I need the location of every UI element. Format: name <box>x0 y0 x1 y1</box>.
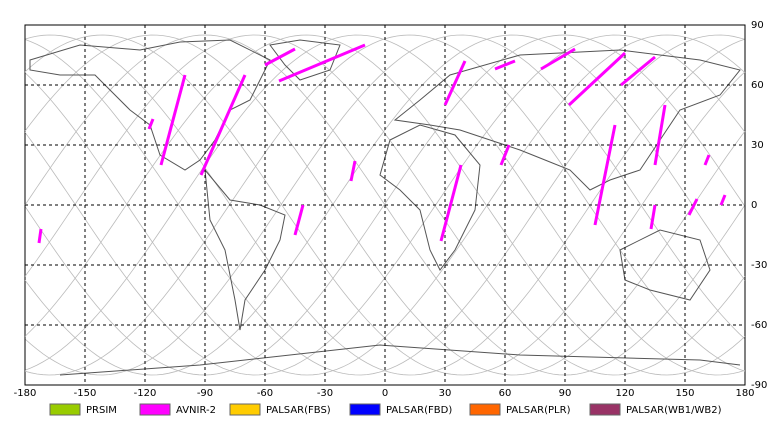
coastlines <box>29 39 741 376</box>
observation-track <box>567 51 627 107</box>
legend: PRSIM AVNIR-2 PALSAR(FBS) PALSAR(FBD) PALSAR… <box>49 403 722 416</box>
orbit <box>24 34 746 376</box>
y-tick-label: 30 <box>751 140 764 151</box>
legend-swatch <box>49 403 81 416</box>
y-tick-label: 90 <box>751 20 764 31</box>
x-tick-label: -120 <box>134 388 157 399</box>
y-tick-label: -90 <box>751 380 767 391</box>
observation-track <box>620 55 656 87</box>
legend-label: PRSIM <box>86 405 117 416</box>
legend-label: AVNIR-2 <box>176 405 216 416</box>
observation-track <box>37 228 43 244</box>
observation-track <box>540 47 576 71</box>
x-tick-label: 60 <box>499 388 512 399</box>
observation-track <box>264 47 296 67</box>
y-tick-label: 60 <box>751 80 764 91</box>
observation-track <box>349 160 357 182</box>
x-tick-label: -60 <box>257 388 273 399</box>
x-tick-label: -90 <box>197 388 213 399</box>
legend-label: PALSAR(WB1/WB2) <box>626 405 722 416</box>
x-tick-label: 120 <box>615 388 634 399</box>
x-tick-label: 150 <box>675 388 694 399</box>
observation-track <box>159 74 187 166</box>
tracks <box>37 43 727 244</box>
observation-track <box>293 204 305 236</box>
grid <box>24 24 746 386</box>
y-tick-label: -60 <box>751 320 767 331</box>
observation-track <box>439 164 463 242</box>
y-tick-label: -30 <box>751 260 767 271</box>
x-tick-label: -180 <box>14 388 37 399</box>
labels: -180 -150 -120 -90 -60 -30 0 30 60 90 120 150 180-90… <box>14 20 768 399</box>
legend-label: PALSAR(PLR) <box>506 405 571 416</box>
legend-label: PALSAR(FBS) <box>266 405 331 416</box>
observation-track <box>653 104 667 166</box>
observation-track <box>147 118 155 130</box>
x-tick-label: -150 <box>74 388 97 399</box>
observation-track <box>649 204 657 230</box>
y-tick-label: 0 <box>751 200 757 211</box>
legend-swatch <box>229 403 261 416</box>
x-tick-label: 0 <box>382 388 388 399</box>
legend-swatch <box>589 403 621 416</box>
legend-swatch <box>349 403 381 416</box>
observation-track <box>278 43 366 83</box>
x-tick-label: 180 <box>735 388 754 399</box>
observation-track <box>494 59 516 71</box>
observation-track <box>593 124 617 226</box>
observation-track <box>199 74 247 176</box>
legend-label: PALSAR(FBD) <box>386 405 452 416</box>
observation-track <box>687 198 699 216</box>
x-tick-label: 30 <box>439 388 452 399</box>
legend-swatch <box>139 403 171 416</box>
observation-track <box>703 154 711 166</box>
observation-track <box>499 144 511 166</box>
legend-swatch <box>469 403 501 416</box>
orbit <box>24 34 746 376</box>
x-tick-label: -30 <box>317 388 333 399</box>
x-tick-label: 90 <box>559 388 572 399</box>
observation-track <box>443 60 467 106</box>
observation-track <box>719 194 727 206</box>
